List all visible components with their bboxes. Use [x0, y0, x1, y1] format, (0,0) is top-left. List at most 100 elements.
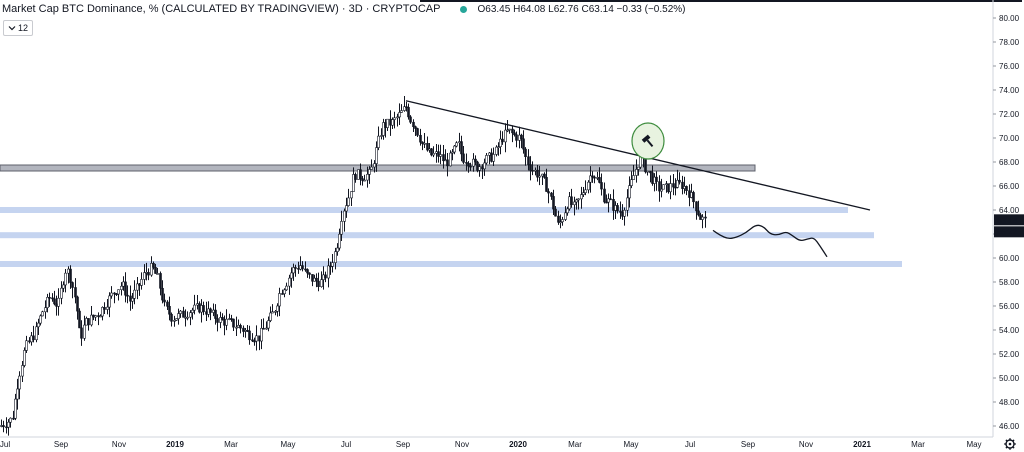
candle-body: [437, 151, 440, 157]
candle-body: [628, 185, 631, 199]
price-tick-label: 48.00: [999, 398, 1020, 407]
candle-body: [85, 318, 88, 326]
candle-body: [552, 196, 555, 210]
candle-body: [550, 192, 553, 197]
candle-body: [557, 215, 560, 223]
candle-body: [531, 170, 534, 172]
candle-body: [678, 179, 681, 183]
candle-body: [161, 287, 164, 301]
candle-body: [166, 301, 169, 307]
top-border: [420, 0, 1022, 2]
candle-body: [382, 122, 385, 136]
candle-body: [44, 307, 47, 313]
candle-body: [69, 268, 72, 283]
candle-body: [225, 318, 228, 326]
candle-body: [485, 155, 488, 164]
candle-body: [446, 159, 449, 167]
candle-body: [2, 425, 5, 428]
candle-body: [156, 273, 159, 275]
candle-body: [232, 318, 235, 328]
candle-body: [497, 146, 500, 149]
candle-body: [74, 287, 77, 298]
candle-body: [311, 274, 314, 282]
studies-count: 12: [18, 23, 29, 33]
candle-body: [320, 279, 323, 287]
candle-body: [205, 311, 208, 315]
candle-body: [285, 285, 288, 291]
candle-body: [350, 191, 353, 199]
candle-body: [276, 305, 279, 312]
candle-body: [564, 212, 567, 220]
candle-body: [587, 181, 590, 191]
candle-body: [175, 318, 178, 321]
studies-toggle-button[interactable]: 12: [3, 20, 34, 36]
price-tick-label: 54.00: [999, 326, 1020, 335]
candle-body: [352, 174, 355, 192]
candle-body: [60, 287, 63, 299]
time-tick-label: Mar: [911, 440, 925, 449]
candle-body: [655, 176, 658, 182]
candle-body: [492, 154, 495, 162]
candle-body: [421, 141, 424, 144]
candle-body: [570, 196, 573, 206]
candle-body: [317, 280, 320, 287]
candle-body: [143, 272, 146, 280]
candle-body: [202, 305, 205, 312]
candle-body: [177, 313, 180, 319]
candle-body: [593, 176, 596, 179]
price-tick-label: 76.00: [999, 62, 1020, 71]
candle-body: [499, 138, 502, 148]
horizontal-zones: [0, 164, 902, 267]
candle-body: [131, 298, 134, 302]
candle-body: [412, 121, 415, 128]
candle-body: [547, 191, 550, 194]
gear-icon[interactable]: [1004, 438, 1016, 450]
candle-body: [409, 116, 412, 123]
candle-body: [94, 315, 97, 318]
candle-body: [582, 192, 585, 195]
candle-body: [48, 297, 51, 299]
candle-body: [635, 169, 638, 176]
candle-body: [612, 199, 615, 211]
candle-body: [315, 277, 318, 282]
resistance-zone: [0, 164, 756, 172]
low-value: 62.76: [553, 3, 579, 15]
candle-body: [168, 306, 171, 315]
candle-body: [393, 117, 396, 120]
candle-body: [403, 106, 406, 111]
candle-body: [67, 268, 70, 274]
candle-body: [99, 315, 102, 318]
price-tick-label: 66.00: [999, 182, 1020, 191]
candle-body: [366, 174, 369, 181]
time-tick-label: May: [966, 440, 981, 449]
symbol-title[interactable]: Market Cap BTC Dominance, % (CALCULATED …: [2, 3, 441, 15]
candle-body: [71, 282, 74, 288]
gear-tooth: [1012, 439, 1015, 442]
candle-body: [660, 188, 663, 192]
candle-body: [140, 279, 143, 286]
candle-body: [626, 197, 629, 211]
candle-body: [120, 285, 123, 290]
time-tick-label: May: [623, 440, 638, 449]
candle-body: [80, 327, 83, 339]
candle-body: [472, 158, 475, 167]
gear-tooth: [1005, 446, 1008, 449]
candle-body: [37, 322, 40, 328]
candle-body: [598, 177, 601, 183]
candle-body: [101, 307, 104, 317]
candle-body: [524, 148, 527, 158]
candle-body: [386, 118, 389, 128]
candle-body: [265, 327, 268, 330]
candle-body: [474, 158, 477, 163]
candle-body: [423, 142, 426, 145]
candle-body: [380, 135, 383, 137]
candle-body: [697, 210, 700, 216]
candle-body: [78, 310, 81, 329]
candle-body: [646, 170, 649, 173]
gear-tooth: [1012, 446, 1015, 449]
candle-body: [561, 219, 564, 223]
candle-body: [701, 216, 704, 220]
